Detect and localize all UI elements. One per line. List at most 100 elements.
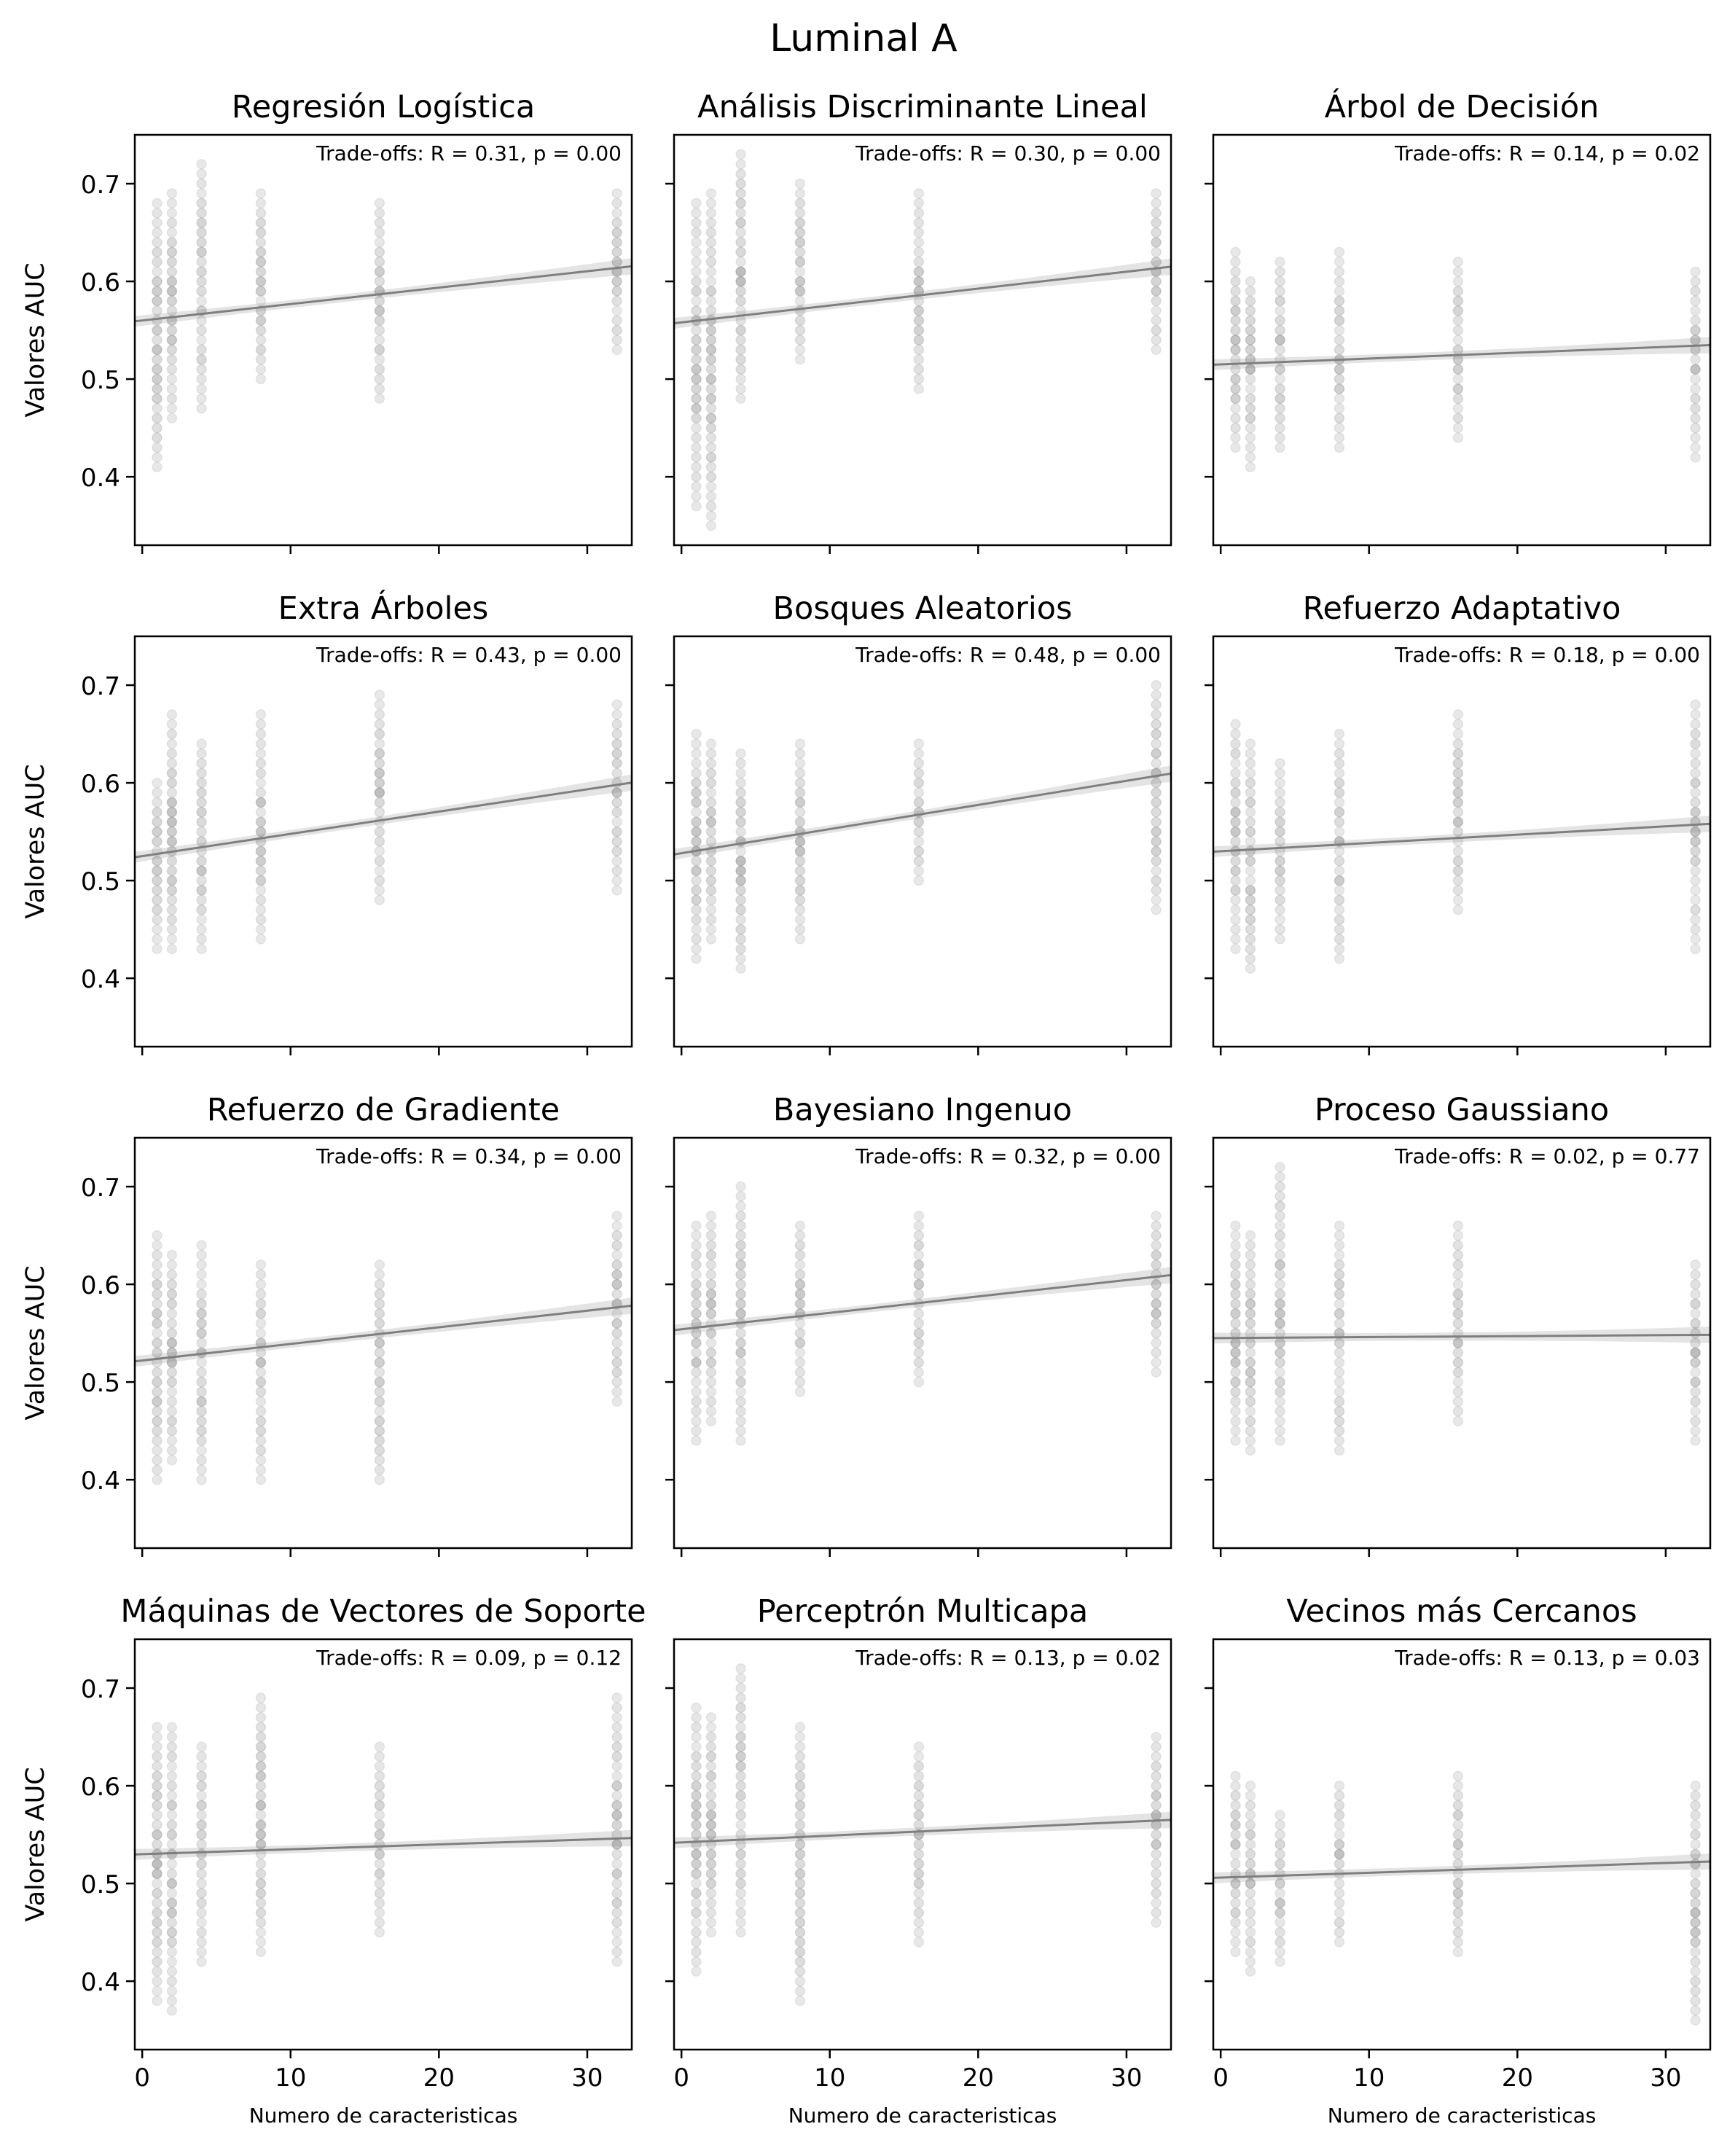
data-point [1690, 413, 1701, 423]
data-point [735, 1829, 746, 1840]
data-point [1245, 797, 1256, 808]
data-point [255, 1780, 267, 1792]
data-point [1452, 768, 1464, 778]
data-point [1274, 1230, 1285, 1241]
data-point [1151, 1859, 1162, 1870]
data-point [1274, 1191, 1285, 1202]
data-point [1334, 257, 1345, 267]
data-point [152, 1386, 162, 1397]
data-point [705, 758, 717, 769]
data-point [735, 1396, 746, 1407]
data-point [255, 1868, 267, 1879]
data-point [735, 1702, 746, 1714]
data-point [1690, 1327, 1701, 1339]
data-point [913, 1878, 925, 1889]
data-point [255, 826, 267, 837]
data-point [705, 237, 717, 248]
data-point [913, 1907, 925, 1918]
data-point [794, 1966, 806, 1977]
data-point [1230, 442, 1241, 453]
x-tick-label: 30 [1111, 2063, 1142, 2093]
y-tick-label: 0.4 [81, 965, 120, 994]
data-point [255, 728, 267, 740]
data-point [1690, 335, 1701, 345]
data-point [1452, 875, 1464, 886]
data-point [691, 286, 702, 297]
data-point [166, 816, 178, 827]
data-point [794, 1917, 806, 1928]
data-point [1452, 286, 1464, 297]
data-point [1452, 1376, 1464, 1388]
data-point [913, 237, 925, 248]
data-point [1452, 1800, 1464, 1811]
data-point [196, 797, 207, 808]
data-point [705, 510, 717, 522]
data-point [166, 237, 178, 248]
data-point [735, 207, 746, 219]
data-point [152, 943, 162, 955]
data-point [913, 1888, 925, 1899]
y-tick-label: 0.5 [81, 867, 120, 897]
data-point [913, 1220, 925, 1231]
data-point [1274, 787, 1285, 798]
x-tick-label: 10 [275, 2063, 306, 2093]
data-point [1230, 934, 1241, 945]
data-point [794, 797, 806, 808]
data-point [705, 826, 717, 837]
data-point [1151, 198, 1162, 209]
data-point [1334, 797, 1345, 808]
data-point [1245, 807, 1256, 818]
data-point [735, 1181, 746, 1192]
data-point [913, 1337, 925, 1348]
data-point [1230, 305, 1241, 316]
data-point [166, 1761, 178, 1772]
data-point [691, 393, 702, 405]
data-point [705, 335, 717, 345]
data-point [255, 1790, 267, 1801]
data-point [166, 894, 178, 906]
data-point [1274, 1386, 1285, 1397]
data-point [691, 354, 702, 365]
confidence-band [1213, 337, 1710, 370]
data-point [1690, 923, 1701, 935]
data-point [1151, 1357, 1162, 1368]
data-point [1274, 856, 1285, 867]
data-point [1274, 295, 1285, 307]
data-point [255, 1269, 267, 1280]
data-point [611, 748, 622, 759]
data-point [1151, 894, 1162, 906]
data-point [255, 315, 267, 326]
data-point [1230, 885, 1241, 896]
data-point [735, 1780, 746, 1792]
data-point [255, 1839, 267, 1850]
data-point [1690, 1269, 1701, 1280]
data-point [1274, 1289, 1285, 1300]
data-point [705, 1848, 717, 1860]
data-point [152, 797, 162, 808]
x-axis-label: Numero de caracteristicas [249, 2104, 518, 2128]
data-point [1452, 1318, 1464, 1329]
data-point [196, 168, 207, 179]
data-point [1452, 1848, 1464, 1860]
data-point [913, 787, 925, 798]
data-point [255, 1829, 267, 1840]
data-point [1334, 276, 1345, 287]
data-point [611, 875, 622, 886]
data-point [705, 1926, 717, 1938]
data-point [794, 914, 806, 925]
data-point [705, 1917, 717, 1928]
data-point [166, 1455, 178, 1466]
data-point [705, 768, 717, 778]
data-point [794, 1259, 806, 1270]
data-point [913, 856, 925, 867]
data-point [735, 335, 746, 345]
data-point [735, 1810, 746, 1821]
data-point [691, 1298, 702, 1310]
data-point [255, 1800, 267, 1811]
data-point [374, 1751, 385, 1762]
data-point [691, 914, 702, 925]
data-point [611, 1878, 622, 1889]
data-point [1245, 894, 1256, 906]
data-point [705, 875, 717, 886]
data-point [1690, 787, 1701, 798]
